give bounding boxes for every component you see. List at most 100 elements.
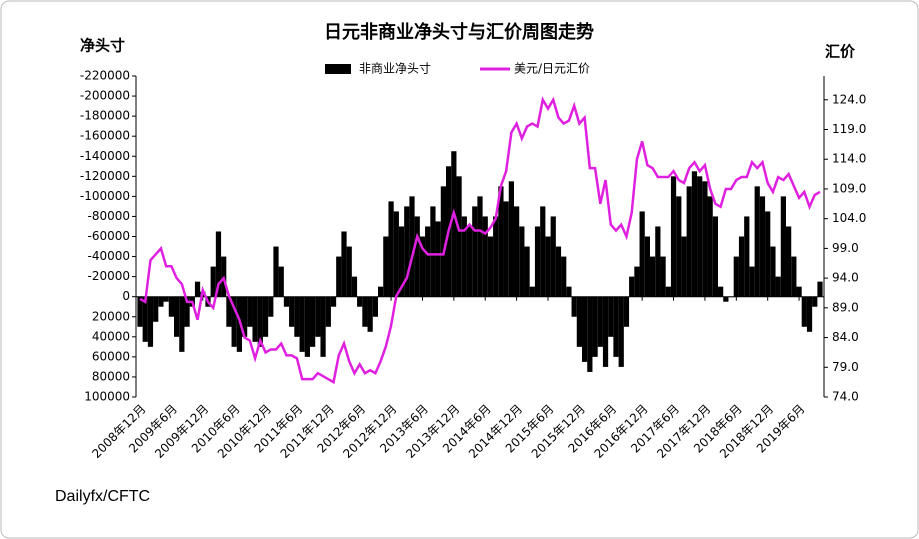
- bar: [398, 226, 405, 297]
- y2-tick-label: 104.0: [832, 211, 866, 225]
- bar: [712, 216, 718, 297]
- bar: [503, 201, 509, 297]
- bar: [508, 181, 514, 297]
- y-tick-label: 60000: [92, 349, 130, 363]
- y2-tick-label: 89.0: [832, 300, 859, 314]
- bar: [315, 296, 321, 337]
- bar: [142, 296, 148, 342]
- y-tick-label: -160000: [80, 129, 130, 143]
- bar: [618, 296, 624, 367]
- bar: [650, 256, 656, 297]
- bar: [534, 226, 541, 297]
- bar: [357, 296, 363, 307]
- bar: [299, 296, 305, 352]
- bar: [545, 236, 551, 297]
- bar: [587, 296, 593, 372]
- y-axis-title: 净头寸: [80, 37, 125, 55]
- bar: [174, 296, 180, 337]
- y2-tick-label: 99.0: [832, 241, 859, 255]
- y-tick-label: -40000: [87, 249, 130, 263]
- bar: [147, 296, 154, 347]
- bar: [770, 246, 776, 297]
- bar: [472, 206, 478, 297]
- bar: [613, 296, 619, 357]
- bar: [372, 296, 378, 317]
- bar: [723, 296, 729, 302]
- y-tick-label: 0: [122, 289, 130, 303]
- bar: [801, 296, 807, 327]
- bar: [137, 296, 143, 327]
- bar: [435, 221, 441, 297]
- y2-tick-label: 94.0: [832, 271, 859, 285]
- bar: [660, 256, 666, 297]
- y2-axis-title: 汇价: [825, 43, 856, 61]
- bar: [430, 206, 436, 297]
- bar: [236, 296, 242, 352]
- bar: [524, 246, 530, 297]
- bar: [738, 236, 745, 297]
- bar: [728, 296, 734, 298]
- y-tick-label: -220000: [80, 69, 130, 83]
- bar: [759, 196, 766, 297]
- bar: [466, 226, 473, 297]
- bar: [550, 216, 556, 297]
- bar: [629, 276, 635, 297]
- bar: [765, 211, 771, 297]
- bar: [341, 231, 347, 297]
- bar: [623, 296, 630, 327]
- bar: [289, 296, 295, 327]
- bar: [351, 276, 358, 297]
- y-tick-label: 40000: [92, 329, 130, 343]
- legend-swatch: [325, 64, 351, 74]
- y-tick-label: 20000: [92, 309, 130, 323]
- y2-tick-label: 74.0: [832, 390, 859, 404]
- y2-tick-label: 109.0: [832, 181, 866, 195]
- bar: [744, 216, 750, 297]
- source: Dailyfx/CFTC: [55, 488, 150, 505]
- y2-tick-label: 124.0: [832, 92, 866, 106]
- bar: [163, 296, 169, 302]
- bar: [252, 296, 258, 342]
- chart-title: 日元非商业净头寸与汇价周图走势: [324, 21, 594, 43]
- bar: [707, 196, 713, 297]
- bar: [644, 236, 650, 297]
- bar: [582, 296, 588, 362]
- bar: [608, 296, 614, 337]
- bar: [346, 246, 352, 297]
- bar: [325, 296, 331, 327]
- bar: [330, 296, 337, 307]
- line: [139, 96, 821, 385]
- bar: [419, 236, 426, 297]
- bar: [817, 281, 823, 297]
- bar: [806, 296, 813, 332]
- y-tick-label: -200000: [80, 89, 130, 103]
- bar: [634, 266, 640, 297]
- bar: [702, 181, 708, 297]
- bar: [320, 296, 326, 357]
- bar: [786, 226, 792, 297]
- bar: [493, 216, 499, 297]
- y2-tick-label: 84.0: [832, 330, 859, 344]
- bar: [425, 226, 431, 297]
- bar: [592, 296, 598, 357]
- bar: [514, 206, 520, 297]
- bar: [602, 296, 609, 367]
- bar: [775, 276, 781, 297]
- bar: [655, 226, 661, 297]
- bar: [566, 286, 572, 297]
- bar: [487, 236, 494, 297]
- bar: [691, 171, 698, 297]
- bar: [670, 176, 677, 297]
- bar: [367, 296, 373, 332]
- bar: [529, 286, 535, 297]
- bar: [718, 286, 724, 297]
- y2-tick-label: 79.0: [832, 360, 859, 374]
- bar: [576, 296, 582, 347]
- bar: [210, 266, 216, 297]
- bar: [812, 296, 818, 307]
- bar: [456, 176, 462, 297]
- bar: [304, 296, 310, 357]
- bar: [561, 256, 567, 297]
- bar: [665, 286, 671, 297]
